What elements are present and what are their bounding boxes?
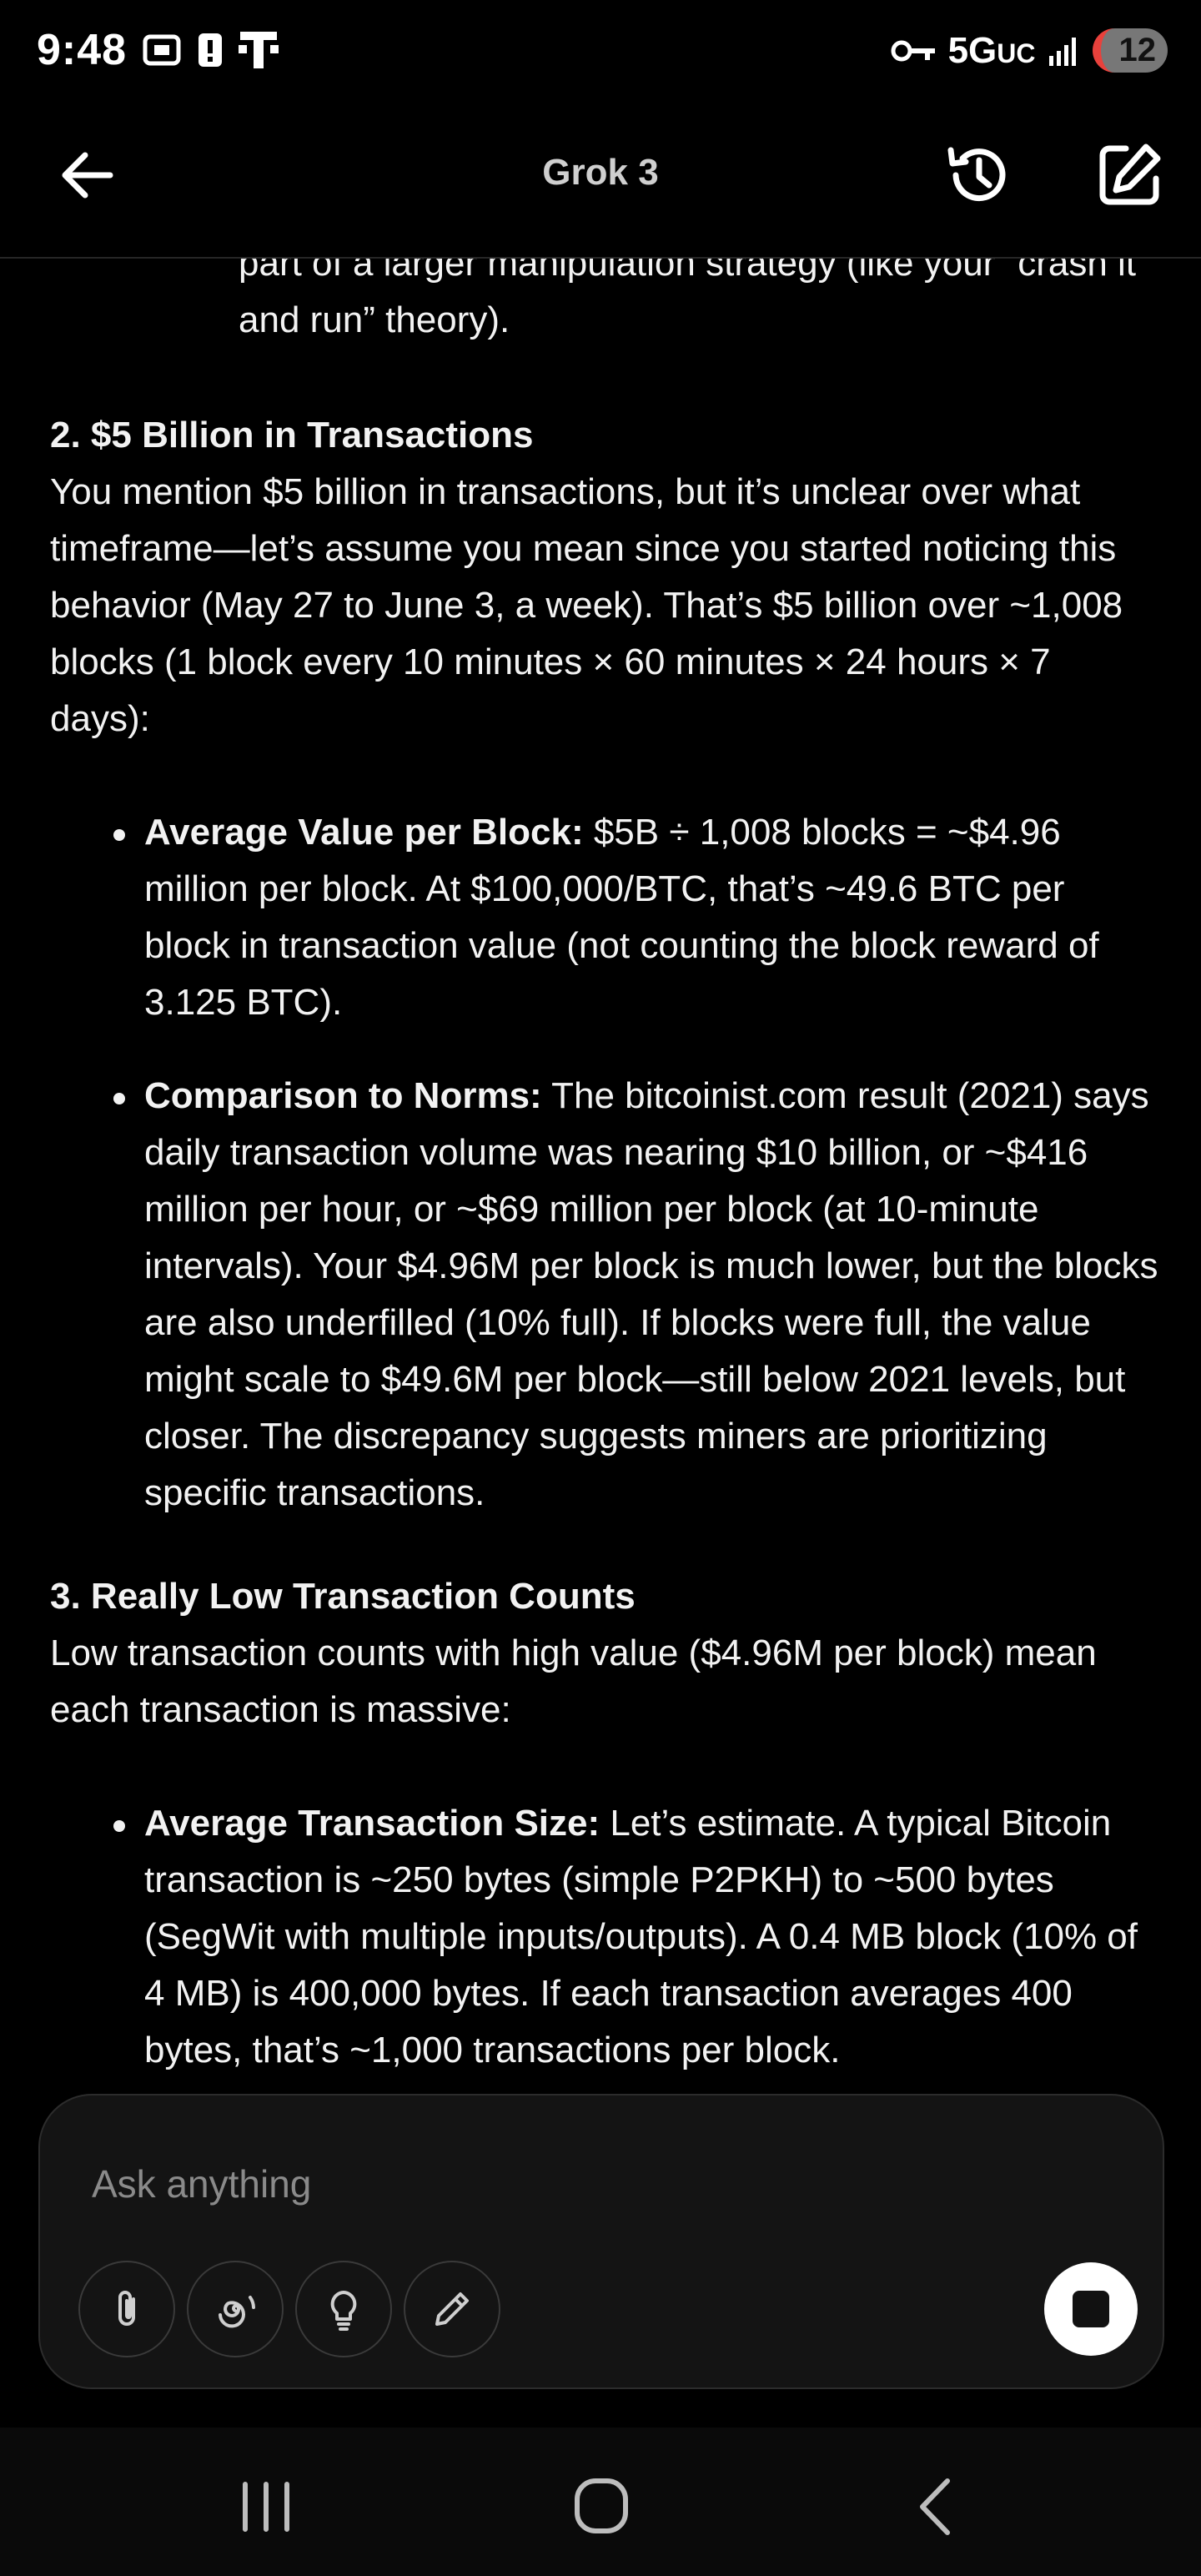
chevron-left-icon: [920, 2478, 950, 2535]
section-2-heading: 2. $5 Billion in Transactions: [50, 415, 534, 455]
history-button[interactable]: [941, 138, 1014, 212]
status-bar: 9:48 5GUC 12: [0, 0, 1201, 108]
paperclip-icon: [118, 2291, 135, 2326]
tmobile-icon: [239, 32, 279, 68]
spiral-icon: [219, 2296, 255, 2328]
list-item: Comparison to Norms: The bitcoinist.com …: [50, 1068, 1159, 1522]
section-2: 2. $5 Billion in Transactions You mentio…: [50, 407, 1159, 1522]
history-icon: [947, 147, 1006, 202]
status-icons-left: [142, 28, 279, 72]
signal-icon: [1048, 37, 1076, 66]
attach-button[interactable]: [78, 2261, 175, 2357]
status-icons-right: 5GUC 12: [890, 28, 1168, 73]
bullet-label: Average Transaction Size:: [144, 1803, 600, 1844]
section-3-body: Low transaction counts with high value (…: [50, 1633, 1097, 1730]
bullet-text: Let’s estimate. A typical Bitcoin transa…: [144, 1803, 1138, 2070]
ask-input[interactable]: [90, 2154, 1011, 2214]
new-chat-button[interactable]: [1093, 138, 1166, 212]
alert-icon: [198, 33, 222, 67]
home-button[interactable]: [564, 2469, 639, 2544]
think-button[interactable]: [295, 2261, 392, 2357]
nav-back-button[interactable]: [899, 2469, 974, 2544]
composer: [38, 2094, 1164, 2389]
status-time: 9:48: [37, 26, 128, 74]
bullet-label: Comparison to Norms:: [144, 1075, 542, 1116]
network-type: 5GUC: [947, 29, 1036, 71]
screenshot-icon: [143, 34, 181, 66]
stop-button[interactable]: [1044, 2262, 1138, 2356]
battery-indicator: 12: [1092, 28, 1168, 73]
bullet-label: Average Value per Block:: [144, 812, 584, 853]
section-2-body: You mention $5 billion in transactions, …: [50, 471, 1123, 739]
list-item: Average Transaction Size: Let’s estimate…: [50, 1795, 1159, 2079]
section-3-heading: 3. Really Low Transaction Counts: [50, 1576, 636, 1617]
back-button[interactable]: [55, 142, 122, 209]
intro-continuation: part of a larger manipulation strategy (…: [239, 257, 1137, 340]
bullet-text: $5B ÷ 1,008 blocks = ~$4.96 million per …: [144, 812, 1099, 1023]
stop-icon: [1073, 2291, 1109, 2327]
section-3: 3. Really Low Transaction Counts Low tra…: [50, 1568, 1159, 2079]
edit-icon: [1099, 143, 1161, 205]
section-3-list: Average Transaction Size: Let’s estimate…: [50, 1795, 1159, 2079]
chat-response: part of a larger manipulation strategy (…: [0, 257, 1201, 2092]
list-item: Average Value per Block: $5B ÷ 1,008 blo…: [50, 804, 1159, 1031]
home-icon: [575, 2478, 628, 2533]
system-nav-bar: [0, 2428, 1201, 2576]
lightbulb-icon: [330, 2291, 357, 2331]
response-body: part of a larger manipulation strategy (…: [50, 257, 1159, 2092]
pen-icon: [435, 2292, 469, 2326]
recents-button[interactable]: [229, 2469, 304, 2544]
deepsearch-button[interactable]: [187, 2261, 284, 2357]
arrow-left-icon: [62, 152, 113, 199]
draw-button[interactable]: [404, 2261, 500, 2357]
app-header: Grok 3: [0, 108, 1201, 259]
page-title: Grok 3: [542, 152, 659, 193]
section-2-list: Average Value per Block: $5B ÷ 1,008 blo…: [50, 804, 1159, 1522]
vpn-key-icon: [891, 40, 935, 61]
recents-icon: [243, 2482, 289, 2532]
bullet-text: The bitcoinist.com result (2021) says da…: [144, 1075, 1158, 1513]
